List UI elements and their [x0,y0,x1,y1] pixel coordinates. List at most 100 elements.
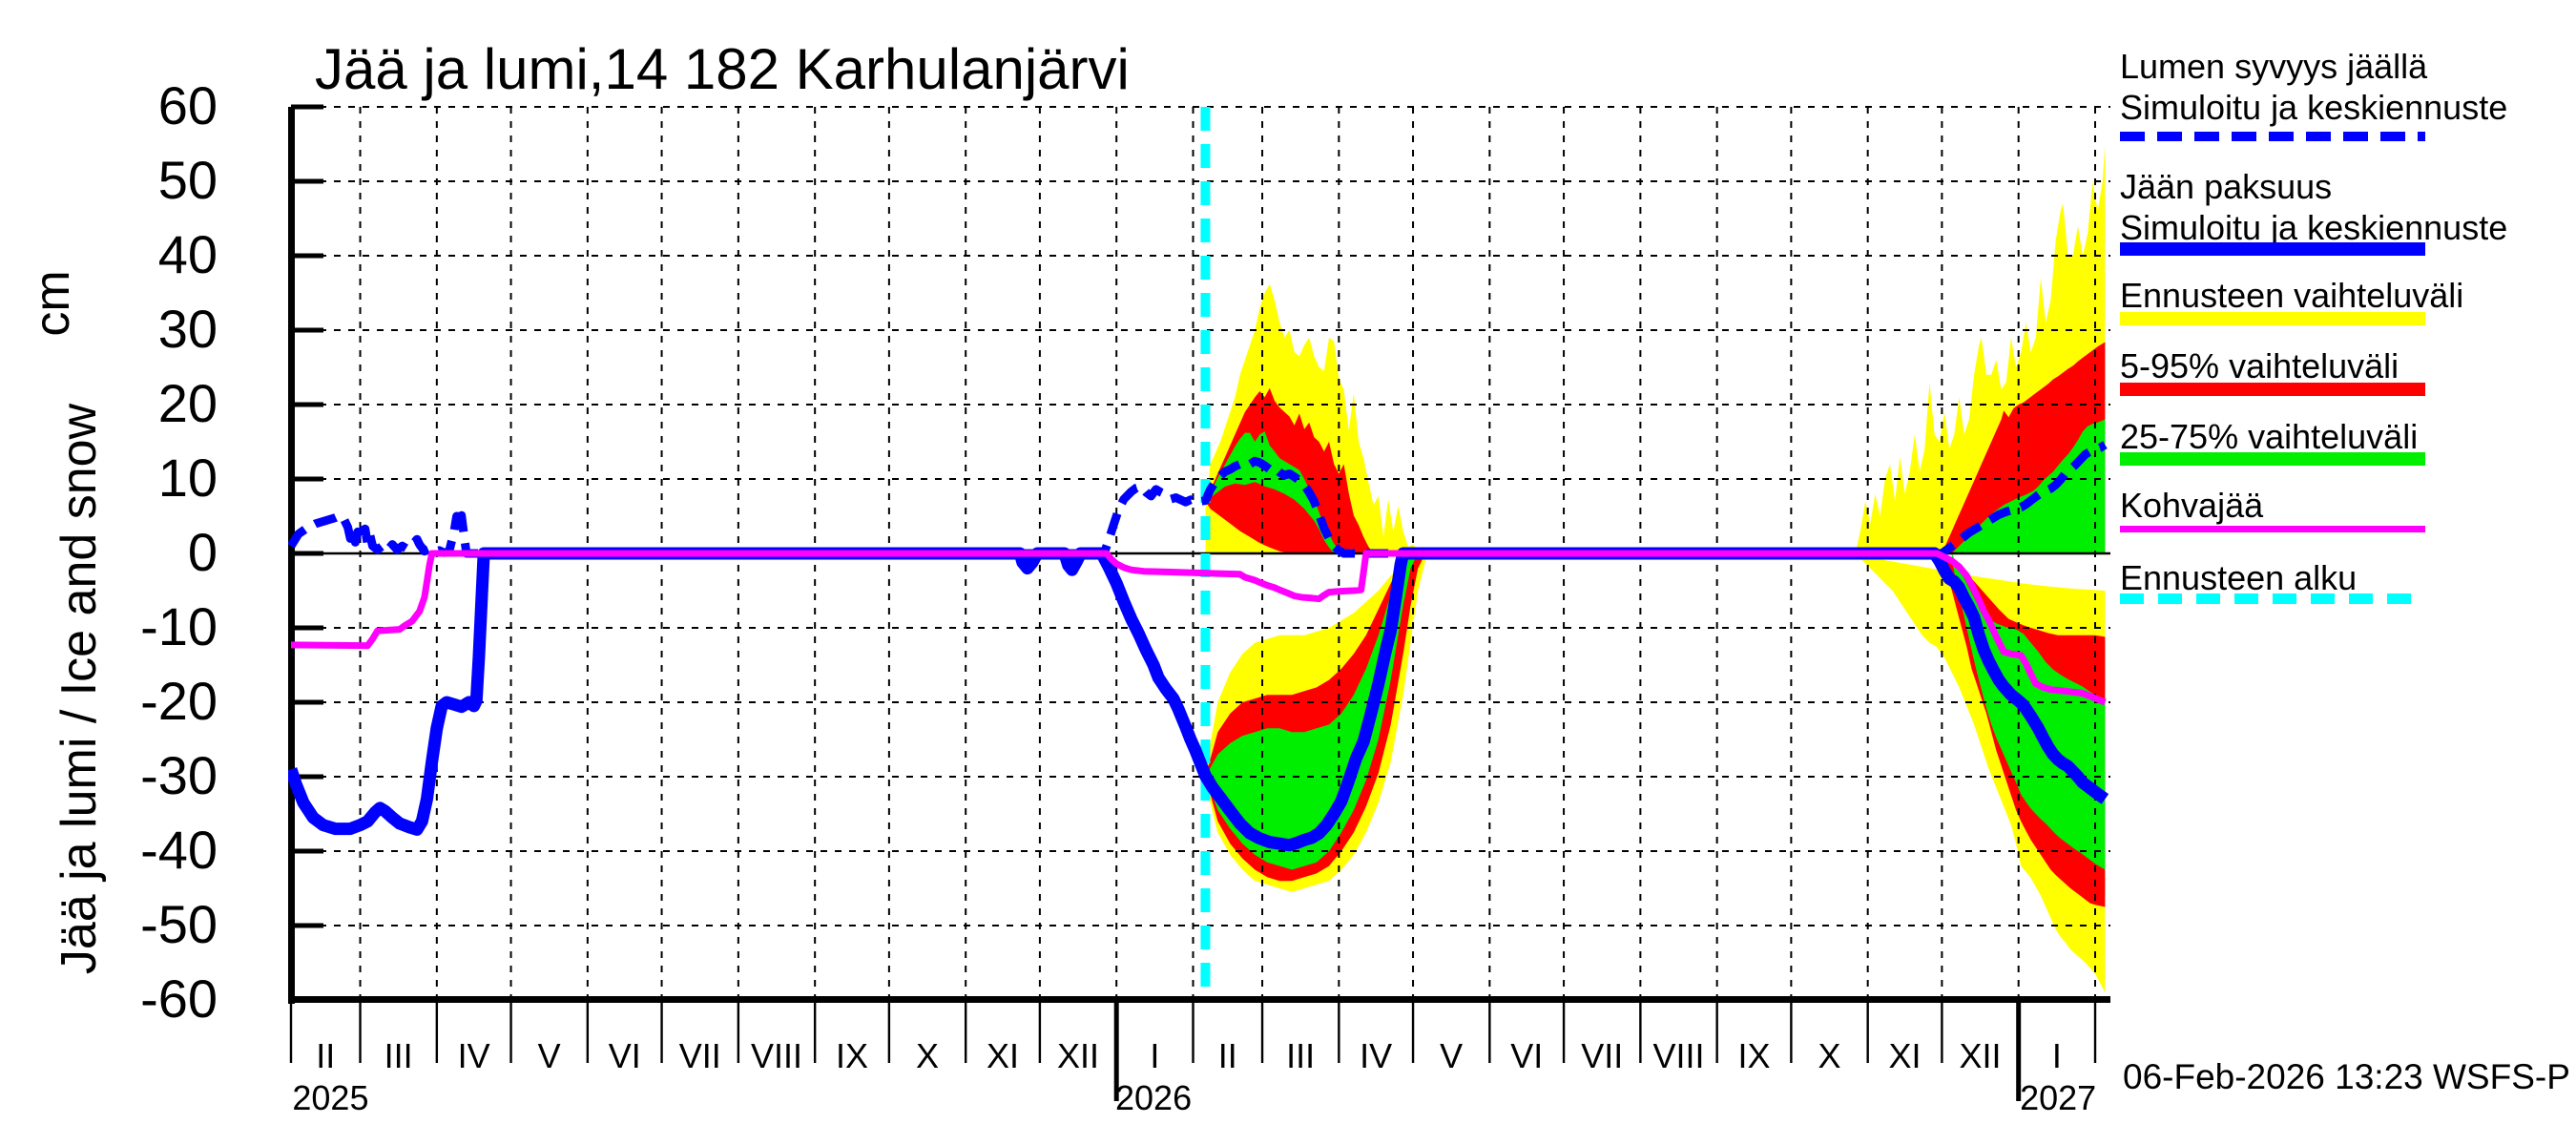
x-tick-mark [1338,1000,1340,1063]
timestamp: 06-Feb-2026 13:23 WSFS-P [2123,1057,2570,1096]
chart-title: Jää ja lumi,14 182 Karhulanjärvi [315,37,1130,101]
legend-entry-line: Kohvajää [2120,486,2264,525]
legend-swatch-blue [2120,242,2425,256]
x-tick-label-month: V [1440,1036,1464,1075]
x-axis-spine [288,996,2110,1003]
legend-entry-text: Kohvajää [2120,485,2263,526]
y-tick-label: 50 [157,150,218,210]
x-tick-label-month: VI [608,1036,641,1075]
x-tick-mark [737,1000,740,1063]
x-tick-mark [1941,1000,1943,1063]
x-tick-mark [2093,1000,2097,1063]
y-tick-mark [291,774,323,780]
x-tick-mark [1715,1000,1718,1063]
data-lines [288,441,2109,852]
x-tick-label-month: XI [987,1036,1020,1075]
x-tick-label-month: VIII [751,1036,803,1075]
line-ice-thickness [288,547,2109,852]
y-tick-mark [291,997,323,1003]
x-tick-mark [1411,1000,1415,1063]
x-tick-mark [1038,1000,1042,1063]
y-tick-label: 30 [157,299,218,359]
x-tick-label-month: IV [1360,1036,1393,1075]
x-tick-label-month: V [537,1036,561,1075]
legend-swatch-cyan-dashed [2120,593,2425,604]
x-tick-label-month: XII [1057,1036,1100,1075]
x-tick-label-month: XI [1888,1036,1922,1075]
legend-entry-text: Lumen syvyys jäällä Simuloitu ja keskienn… [2120,46,2507,128]
x-tick-label-month: IX [1737,1036,1771,1075]
band-w26-ice-25-75 [1205,553,1419,870]
band-w26-snow-25-75 [1205,431,1344,553]
x-tick-mark [1866,1000,1869,1063]
legend-entry-line: 5-95% vaihteluväli [2120,346,2399,385]
legend-entry-line: 25-75% vaihteluväli [2120,417,2419,456]
y-tick-label: 0 [187,522,218,582]
y-tick-label: -20 [140,671,218,731]
y-tick-mark [291,104,323,110]
x-tick-mark [1790,1000,1793,1063]
y-tick-label: 20 [157,373,218,433]
x-tick-mark [1260,1000,1264,1063]
x-tick-mark [1488,1000,1491,1063]
line-kohvajaa [290,550,2107,706]
x-tick-label-month: IV [457,1036,490,1075]
y-tick-label: -50 [140,894,218,954]
legend-entry-line: Simuloitu ja keskiennuste [2120,88,2508,127]
x-tick-mark [813,1000,817,1063]
legend-entry-line: Lumen syvyys jäällä [2120,47,2428,86]
legend-entry-line: Ennusteen vaihteluväli [2120,276,2464,315]
x-tick-label-month: I [1150,1036,1160,1075]
legend-entry-text: 5-95% vaihteluväli [2120,345,2399,386]
year-label: 2026 [1115,1078,1193,1117]
legend-swatch-red [2120,383,2425,396]
y-tick-mark [291,476,323,482]
x-tick-label-month: VI [1510,1036,1544,1075]
y-tick-mark [291,178,323,184]
y-tick-label: -60 [140,968,218,1029]
legend-entry-line: Jään paksuus [2120,167,2333,206]
year-tick-mark [2016,1000,2022,1101]
y-tick-mark [291,625,323,631]
y-tick-mark [291,699,323,705]
x-tick-label-month: III [384,1036,413,1075]
x-tick-label-month: X [916,1036,940,1075]
y-tick-mark [291,327,323,333]
x-tick-mark [435,1000,439,1063]
legend-swatch-magenta [2120,526,2425,532]
legend-entry-text: Ennusteen vaihteluväli [2120,275,2463,316]
x-tick-mark [509,1000,512,1063]
x-tick-label-month: VII [1581,1036,1624,1075]
x-tick-label-month: III [1286,1036,1316,1075]
legend-entry-text: Jään paksuus Simuloitu ja keskiennuste [2120,166,2507,248]
y-tick-mark [291,402,323,407]
x-tick-mark [1562,1000,1566,1063]
y-tick-label: 10 [157,448,218,508]
line-snow-depth-on-ice [288,441,2108,558]
y-tick-mark [291,923,323,928]
legend-swatch-green [2120,452,2425,466]
x-tick-mark [1192,1000,1195,1063]
x-tick-label-month: IX [836,1036,869,1075]
y-tick-label: -30 [140,745,218,805]
forecast-bands [1205,144,2106,993]
x-tick-mark [1639,1000,1642,1063]
legend-swatch-blue-dashed [2120,132,2425,141]
x-tick-label-month: VIII [1652,1036,1705,1075]
legend-entry-text: Ennusteen alku [2120,557,2357,598]
legend-entry-text: 25-75% vaihteluväli [2120,416,2418,457]
legend-entry-line: Ennusteen alku [2120,558,2358,597]
x-tick-mark [586,1000,590,1063]
x-tick-label-month: II [316,1036,336,1075]
x-tick-label-month: II [1217,1036,1237,1075]
y-tick-label: 60 [157,75,218,135]
y-tick-label: -10 [140,596,218,656]
legend-entry-line: Simuloitu ja keskiennuste [2120,208,2508,247]
x-tick-mark [289,1000,293,1063]
x-tick-mark [359,1000,362,1063]
y-tick-label: -40 [140,820,218,880]
x-tick-label-month: VII [678,1036,721,1075]
year-label: 2025 [292,1078,369,1117]
